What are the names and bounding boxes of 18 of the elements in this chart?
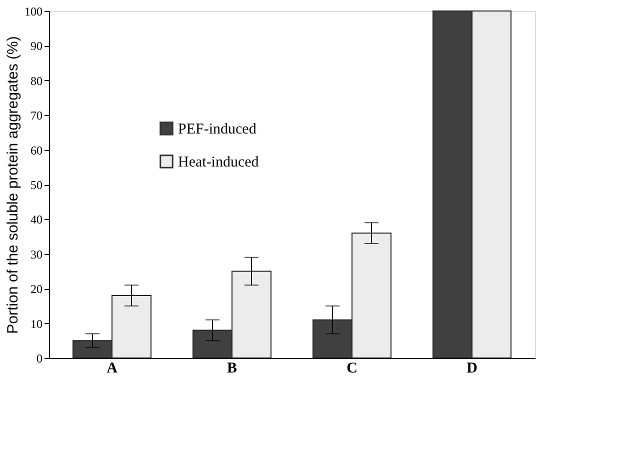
y-tick-label: 90 (30, 39, 42, 54)
y-tick-label: 80 (30, 74, 42, 88)
legend-label: PEF-induced (178, 122, 257, 138)
legend-label: Heat-induced (178, 154, 260, 170)
y-tick-label: 50 (30, 178, 42, 192)
y-tick-label: 20 (30, 282, 42, 296)
x-tick-label: B (226, 360, 238, 376)
y-tick-label: 10 (30, 316, 42, 331)
y-tick-label: 0 (36, 352, 42, 366)
x-tick-label: C (346, 360, 358, 376)
x-tick-label: D (466, 360, 478, 376)
y-tick-label: 100 (24, 4, 42, 18)
x-tick-label: A (106, 360, 118, 376)
y-tick-label: 70 (30, 108, 42, 123)
y-tick-label: 30 (30, 247, 42, 262)
y-axis-title: Portion of the soluble protein aggregates (%) (4, 36, 22, 334)
y-tick-label: 60 (30, 143, 42, 158)
y-tick-label: 40 (30, 212, 42, 227)
